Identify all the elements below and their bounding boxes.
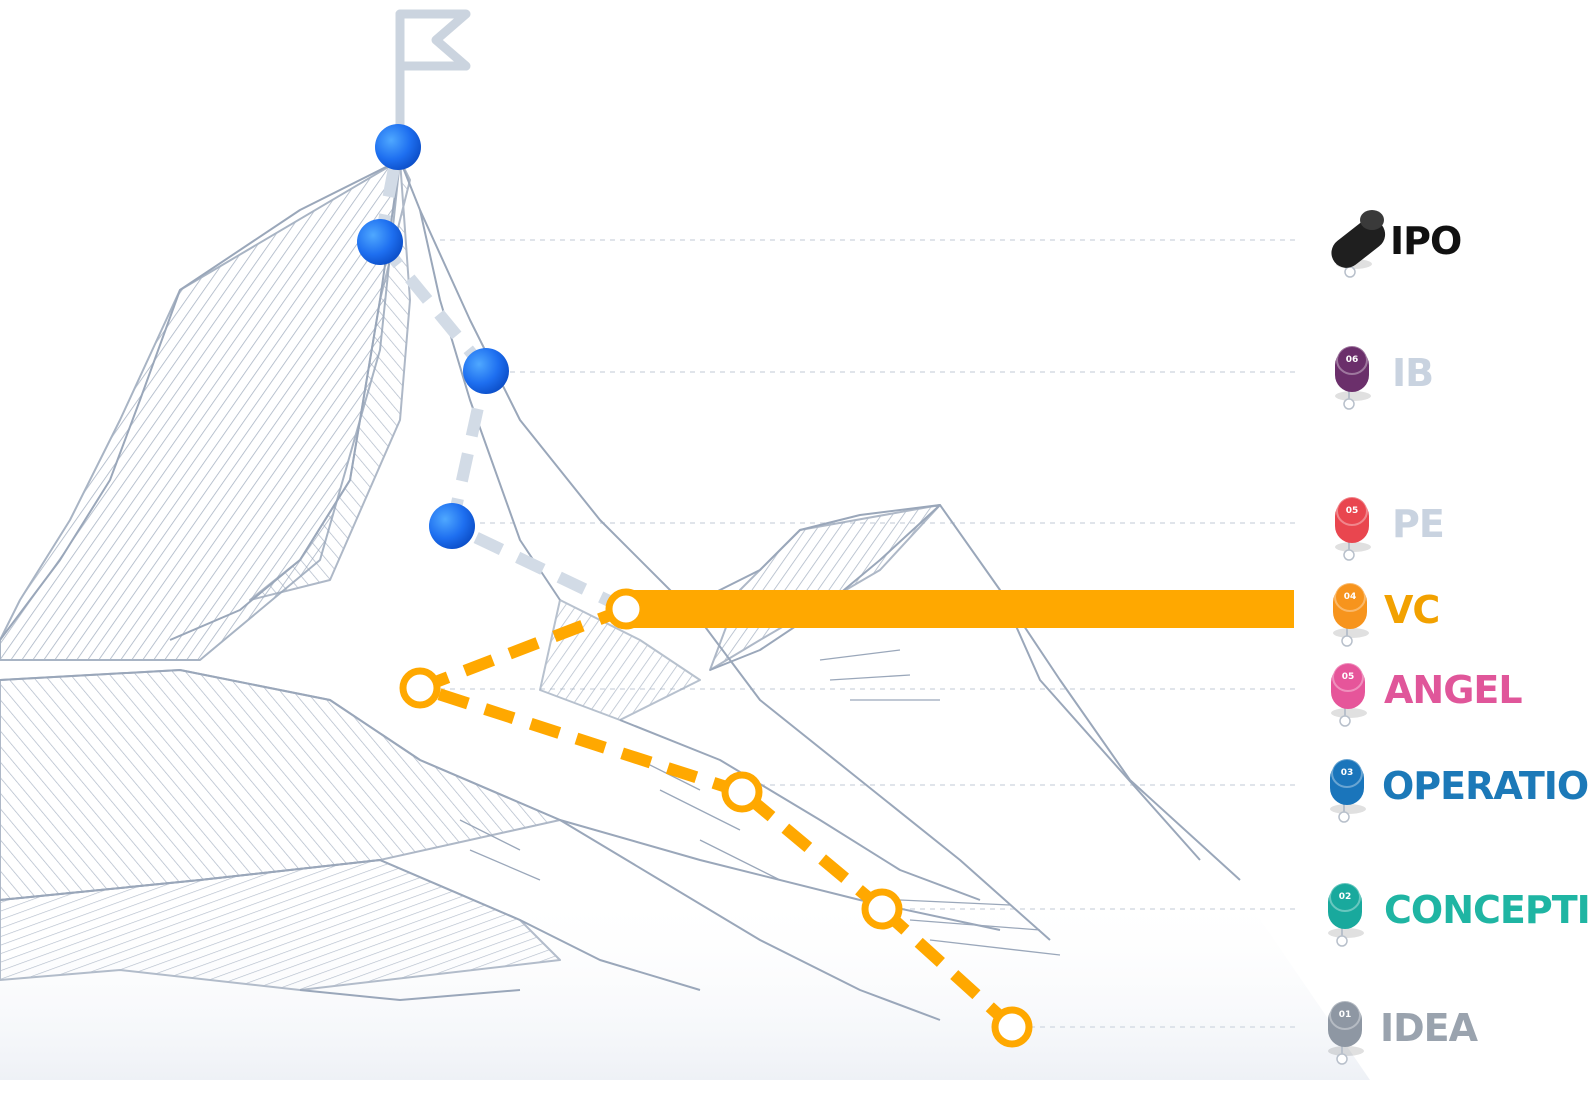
stage-label-ib: IB (1392, 351, 1433, 395)
lower-ridge-line (0, 669, 1001, 931)
inner-ridge (169, 159, 401, 641)
step-number-concepting: 02 (1339, 892, 1352, 902)
stage-label-idea: IDEA (1380, 1006, 1479, 1050)
step-number-vc: 04 (1344, 592, 1357, 602)
node-operation (721, 771, 763, 813)
stage-badge-concepting: 02 (1328, 882, 1364, 947)
slope-line-c (299, 989, 521, 1001)
stage-label-ipo: IPO (1390, 219, 1461, 263)
step-number-ib: 06 (1346, 355, 1359, 365)
achieved-path-segment-operation (738, 787, 886, 914)
step-number-idea: 01 (1339, 1010, 1352, 1020)
future-path-segment-ipo (375, 238, 491, 375)
stage-label-vc: VC (1384, 588, 1439, 632)
stage-badge-ib: 06 (1335, 345, 1371, 410)
stage-label-operation: OPERATION (1382, 764, 1588, 808)
main-peak-outline (0, 159, 1051, 941)
slope-line-a (559, 819, 941, 1021)
achieved-path-segment-angel (418, 682, 744, 798)
stage-label-pe: PE (1392, 502, 1444, 546)
future-path-segment-pe (449, 520, 629, 615)
node-vc (605, 588, 647, 630)
stage-badge-idea: 01 (1328, 1000, 1364, 1065)
step-number-operation: 03 (1341, 768, 1354, 778)
foreground-ridge-line (0, 859, 701, 991)
slope-line-b (619, 719, 981, 901)
step-number-angel: 05 (1342, 672, 1355, 682)
step-number-pe: 05 (1346, 506, 1359, 516)
stage-badge-ipo (1331, 210, 1386, 278)
future-path-segment-ib (446, 369, 492, 528)
stage-label-concepting: CONCEPTING (1384, 888, 1588, 932)
main-peak-left-face (0, 159, 401, 661)
path-nodes (357, 124, 1033, 1048)
stage-badge-angel: 05 (1331, 662, 1367, 727)
node-angel (399, 667, 441, 709)
stage-label-angel: ANGEL (1384, 668, 1522, 712)
stage-badge-operation: 03 (1330, 758, 1366, 823)
node-ib (463, 348, 509, 394)
achieved-path-segment-concepting (877, 904, 1017, 1032)
stage-badge-vc: 04 (1333, 582, 1369, 647)
node-idea (991, 1006, 1033, 1048)
right-mountain-face (709, 504, 941, 671)
node-concepting (861, 888, 903, 930)
summit-node (375, 124, 421, 170)
far-slope (999, 589, 1201, 861)
current-stage-bar (626, 590, 1294, 628)
node-ipo (357, 219, 403, 265)
stage-badges: IPO 06 IB 05 PE 04 VC 05 ANGEL 03 OPERATION 02 CONCE… (1328, 210, 1588, 1065)
stage-badge-pe: 05 (1335, 496, 1371, 561)
node-pe (429, 503, 475, 549)
achieved-path-segment-vc (417, 603, 629, 694)
